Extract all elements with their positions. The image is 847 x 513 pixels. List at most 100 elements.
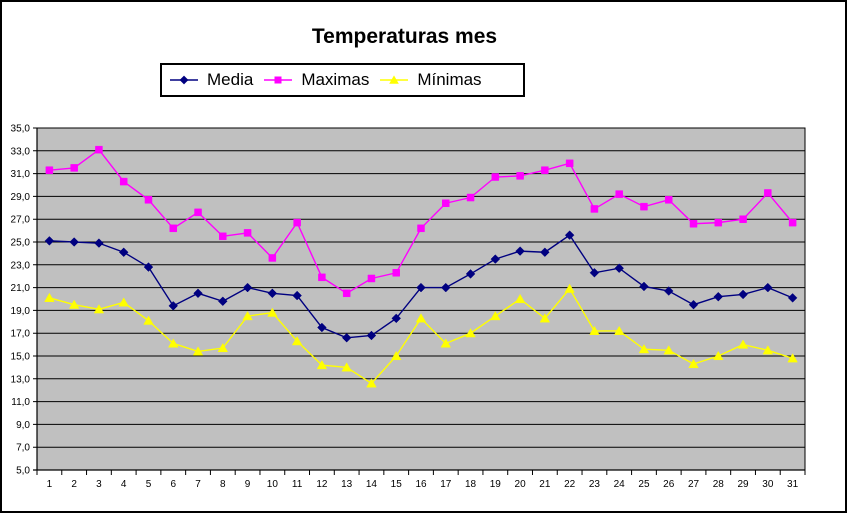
data-point-media	[143, 262, 154, 272]
data-point-maximas	[466, 193, 475, 202]
data-point-mínimas	[762, 345, 774, 355]
y-axis-label: 29,0	[11, 192, 31, 203]
y-axis-label: 13,0	[11, 374, 31, 385]
legend-label-maximas: Maximas	[301, 70, 370, 89]
data-point-mínimas	[168, 338, 179, 348]
x-axis-label: 14	[366, 479, 378, 490]
data-point-maximas	[664, 196, 673, 204]
data-point-maximas	[342, 289, 351, 298]
data-point-media	[193, 288, 203, 299]
x-axis-label: 23	[589, 479, 601, 490]
y-axis-label: 31,0	[11, 169, 31, 180]
data-point-mínimas	[465, 328, 476, 338]
x-axis-label: 19	[490, 479, 502, 490]
data-point-maximas	[788, 218, 797, 227]
data-point-maximas	[590, 205, 599, 213]
data-point-mínimas	[589, 325, 600, 335]
data-point-maximas	[169, 224, 178, 233]
x-axis-label: 9	[245, 479, 251, 490]
data-point-mínimas	[118, 297, 129, 307]
data-point-mínimas	[390, 350, 402, 361]
y-axis-label: 5,0	[16, 466, 30, 477]
data-point-mínimas	[787, 353, 798, 363]
data-point-media	[639, 281, 649, 292]
data-point-mínimas	[737, 339, 749, 349]
data-point-maximas	[565, 159, 574, 168]
data-point-maximas	[615, 190, 623, 198]
data-point-media	[242, 282, 253, 293]
y-axis-label: 35,0	[11, 124, 31, 135]
x-axis-label: 25	[638, 479, 650, 490]
data-point-mínimas	[440, 338, 452, 348]
data-point-media	[738, 289, 748, 300]
plot-background	[36, 127, 806, 471]
data-point-maximas	[144, 196, 153, 204]
data-point-mínimas	[242, 310, 253, 321]
data-point-maximas	[442, 199, 450, 207]
x-axis-label: 10	[267, 479, 279, 490]
data-point-media	[465, 269, 476, 279]
data-point-mínimas	[490, 310, 501, 321]
data-point-mínimas	[663, 345, 674, 355]
legend-sample-marker	[274, 76, 282, 84]
data-point-maximas	[640, 202, 648, 211]
y-axis-label: 7,0	[16, 443, 30, 454]
x-axis-label: 2	[71, 479, 77, 490]
data-point-maximas	[70, 164, 78, 172]
data-point-maximas	[417, 224, 425, 233]
data-point-media	[614, 263, 624, 273]
legend-item-minimas: Mínimas	[380, 70, 482, 90]
data-point-media	[787, 293, 798, 303]
data-point-maximas	[318, 273, 326, 282]
data-point-media	[663, 286, 674, 296]
x-axis-label: 3	[96, 479, 102, 490]
data-point-media	[540, 247, 550, 258]
x-axis-label: 18	[465, 479, 477, 490]
data-point-media	[490, 254, 501, 264]
maximas-series-marker-icon	[264, 74, 293, 86]
data-point-maximas	[45, 166, 54, 174]
data-point-mínimas	[341, 362, 352, 372]
data-point-maximas	[392, 269, 400, 277]
data-point-maximas	[491, 173, 500, 181]
x-axis-label: 5	[146, 479, 152, 490]
y-axis-label: 25,0	[11, 238, 31, 249]
data-point-media	[118, 247, 129, 258]
data-point-media	[69, 237, 79, 247]
data-point-mínimas	[638, 344, 650, 354]
data-point-maximas	[293, 218, 301, 227]
y-axis-label: 19,0	[11, 306, 31, 317]
data-point-maximas	[764, 189, 772, 197]
data-point-mínimas	[217, 342, 229, 353]
data-point-media	[218, 296, 228, 307]
x-axis-label: 16	[415, 479, 427, 490]
x-axis-label: 13	[341, 479, 353, 490]
y-axis-label: 27,0	[11, 215, 31, 226]
x-axis-label: 28	[713, 479, 725, 490]
data-point-mínimas	[93, 304, 105, 314]
data-point-mínimas	[713, 350, 724, 361]
x-axis-label: 30	[762, 479, 774, 490]
x-axis-label: 7	[195, 479, 201, 490]
chart-title: Temperaturas mes	[311, 25, 498, 48]
data-point-mínimas	[415, 313, 427, 323]
y-axis-label: 9,0	[16, 420, 30, 431]
y-axis-label: 17,0	[11, 329, 31, 340]
data-point-media	[515, 246, 525, 256]
data-point-media	[688, 299, 699, 310]
data-point-maximas	[95, 145, 103, 154]
data-point-maximas	[714, 218, 723, 227]
data-point-maximas	[689, 220, 698, 228]
data-point-maximas	[541, 166, 549, 174]
x-axis-label: 15	[391, 479, 403, 490]
data-point-media	[341, 333, 352, 343]
x-axis-label: 22	[564, 479, 576, 490]
data-point-mínimas	[613, 325, 625, 335]
data-point-media	[44, 236, 55, 246]
minimas-series-marker-icon	[380, 74, 409, 86]
data-point-mínimas	[267, 307, 278, 317]
x-axis-label: 27	[688, 479, 700, 490]
data-point-media	[292, 290, 302, 301]
data-point-mínimas	[564, 283, 575, 293]
